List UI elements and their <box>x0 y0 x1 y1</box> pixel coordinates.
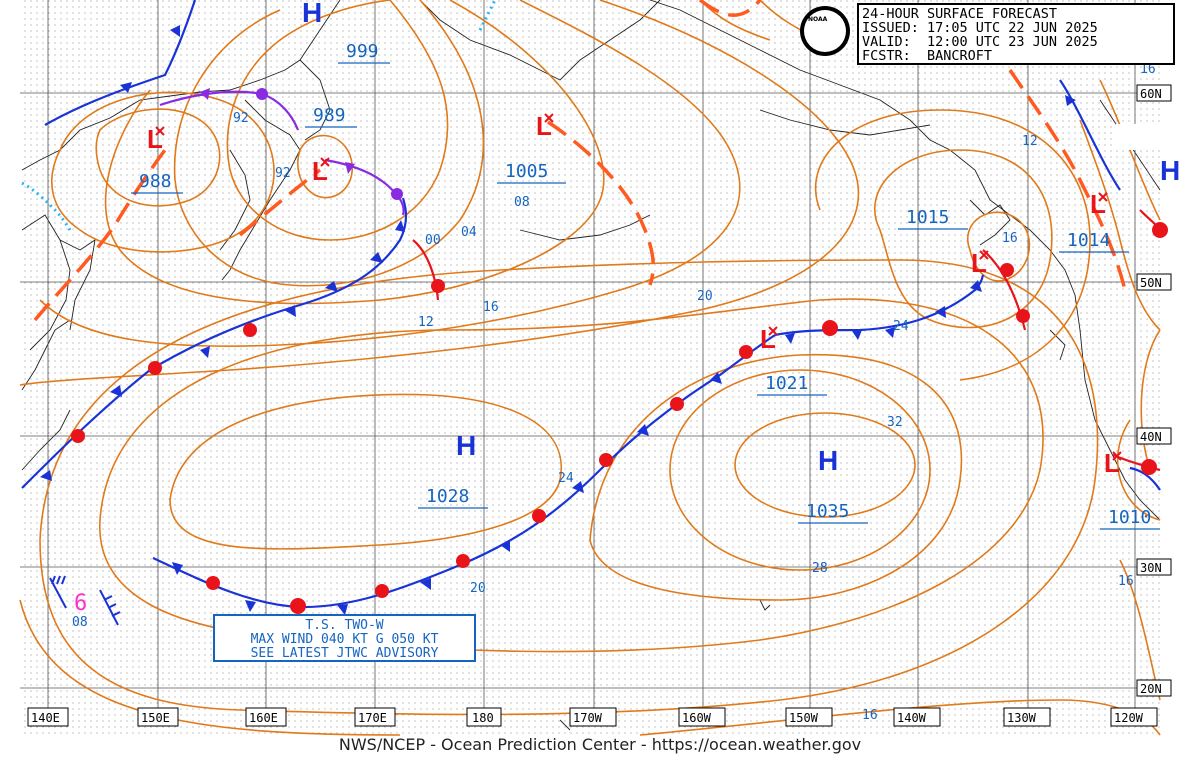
isobar-label: 04 <box>461 225 477 240</box>
lon-label: 140W <box>897 711 927 725</box>
isobars <box>19 0 1161 736</box>
isobar-label: 16 <box>483 300 499 315</box>
chart-title: 24-HOUR SURFACE FORECAST <box>862 6 1058 22</box>
isobar-label: 32 <box>887 415 903 430</box>
isobar-label: 20 <box>697 289 713 304</box>
latitude-labels: 60N 50N 40N 30N 20N <box>1136 84 1172 697</box>
legend-mask <box>1116 124 1160 150</box>
issued-time: ISSUED: 17:05 UTC 22 JUN 2025 <box>862 20 1098 36</box>
pressure-value: 989 <box>313 105 346 126</box>
pressure-value: 1005 <box>505 161 548 182</box>
lon-label: 170E <box>358 711 387 725</box>
storm-symbol: 6 <box>74 591 87 616</box>
lat-label: 40N <box>1140 430 1162 444</box>
low-letter: L <box>1104 448 1120 478</box>
isobar-label: 92 <box>233 111 249 126</box>
lon-label: 170W <box>573 711 603 725</box>
valid-time: VALID: 12:00 UTC 23 JUN 2025 <box>862 34 1098 50</box>
lat-label: 30N <box>1140 561 1162 575</box>
pressure-value: 1015 <box>906 207 949 228</box>
dot-grid-background <box>20 0 1160 735</box>
pressure-value: 988 <box>139 171 172 192</box>
lon-label: 140E <box>31 711 60 725</box>
lon-label: 180 <box>472 711 494 725</box>
isobar-label: 24 <box>558 471 574 486</box>
low-letter: L <box>147 124 163 154</box>
storm-advisory-box <box>213 614 476 662</box>
occluded-symbols <box>200 88 403 200</box>
lat-label: 50N <box>1140 276 1162 290</box>
isobar-label: 28 <box>812 561 828 576</box>
lon-label: 130W <box>1007 711 1037 725</box>
pressure-values: 999 989 988 1005 1015 1014 1021 1028 103… <box>139 41 1151 528</box>
storm-advisory-note: SEE LATEST JTWC ADVISORY <box>250 646 439 661</box>
pressure-value: 1035 <box>806 501 849 522</box>
longitude-labels: 140E 150E 160E 170E 180 170W 160W 150W 1… <box>27 707 1158 727</box>
storm-movement: 08 <box>72 615 88 630</box>
pressure-value: 1028 <box>426 486 469 507</box>
isobar-label: 12 <box>418 315 434 330</box>
cold-fronts <box>21 0 1161 609</box>
lon-label: 120W <box>1114 711 1144 725</box>
high-letter: H <box>302 0 322 28</box>
isobar-label: 16 <box>1002 231 1018 246</box>
pressure-value: 1010 <box>1108 507 1151 528</box>
storm-name: T.S. TWO-W <box>305 618 384 633</box>
lat-label: 60N <box>1140 87 1162 101</box>
isobar-label: 16 <box>1140 62 1156 77</box>
pressure-value: 1021 <box>765 373 808 394</box>
lon-label: 160E <box>249 711 278 725</box>
lon-label: 160W <box>682 711 712 725</box>
footer-credit: NWS/NCEP - Ocean Prediction Center - htt… <box>338 735 862 754</box>
pressure-underlines <box>131 62 1160 530</box>
isobar-label: 12 <box>1022 134 1038 149</box>
graticule <box>20 0 1160 712</box>
lon-label: 150W <box>789 711 819 725</box>
low-letter: L <box>536 111 552 141</box>
low-letter: L <box>1090 189 1106 219</box>
cold-front-triangles <box>40 25 1076 615</box>
noaa-logo-inner <box>804 10 846 52</box>
low-x-marks <box>155 113 1122 461</box>
high-letter: H <box>818 445 838 476</box>
tropical-storm-symbol: 6 08 <box>49 575 121 630</box>
isobar-label: 20 <box>470 581 486 596</box>
isobar-label: 16 <box>1118 574 1134 589</box>
isobar-values: 92 92 00 04 08 12 16 20 24 28 32 20 24 1… <box>233 62 1156 723</box>
pressure-value: 1014 <box>1067 230 1110 251</box>
isobar-label: 08 <box>514 195 530 210</box>
noaa-logo <box>800 6 850 56</box>
ice-edge <box>21 0 497 231</box>
isobar-label: 00 <box>425 233 441 248</box>
isobar-label: 16 <box>862 708 878 723</box>
storm-wind: MAX WIND 040 KT G 050 KT <box>250 632 439 647</box>
high-letter: H <box>456 430 476 461</box>
isobar-label: 92 <box>275 166 291 181</box>
pressure-value: 999 <box>346 41 379 62</box>
troughs <box>33 0 1127 322</box>
isobar-label: 24 <box>893 319 909 334</box>
high-letter: H <box>1160 155 1180 186</box>
header-box <box>857 3 1175 65</box>
lon-label: 150E <box>141 711 170 725</box>
low-letter: L <box>760 324 776 354</box>
low-letter: L <box>971 248 987 278</box>
lat-label: 20N <box>1140 682 1162 696</box>
noaa-logo-text: NOAA <box>808 16 828 23</box>
forecaster: FCSTR: BANCROFT <box>862 48 993 64</box>
